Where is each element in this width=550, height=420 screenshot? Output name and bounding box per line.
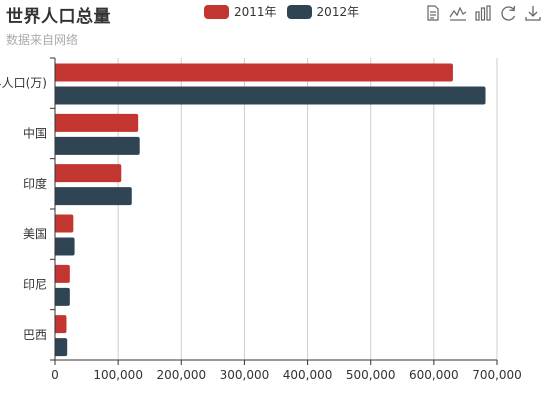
bar[interactable] <box>55 136 140 155</box>
legend-label-2012: 2012年 <box>316 5 360 19</box>
y-tick-label: 中国 <box>23 126 47 141</box>
bar[interactable] <box>55 63 453 82</box>
save-image-icon[interactable] <box>524 4 542 22</box>
x-tick-label: 200,000 <box>156 368 206 382</box>
bar-chart-icon[interactable] <box>474 4 492 22</box>
y-tick-label: 印尼 <box>23 278 47 292</box>
line-chart-icon[interactable] <box>449 4 467 22</box>
bar[interactable] <box>55 214 74 233</box>
bar[interactable] <box>55 164 122 183</box>
bar[interactable] <box>55 315 67 334</box>
x-tick-label: 300,000 <box>220 368 270 382</box>
legend-swatch-2012 <box>286 4 312 19</box>
bar[interactable] <box>55 338 68 357</box>
y-tick-label: 巴西 <box>23 328 47 342</box>
bar[interactable] <box>55 113 139 132</box>
x-tick-label: 500,000 <box>346 368 396 382</box>
x-tick-label: 600,000 <box>409 368 459 382</box>
bar[interactable] <box>55 287 70 306</box>
chart-title: 世界人口总量 <box>6 7 111 27</box>
chart-subtitle: 数据来自网络 <box>6 33 79 47</box>
legend-swatch-2011 <box>204 4 229 19</box>
legend-item-2012[interactable]: 2012年 <box>286 3 360 20</box>
legend-item-2011[interactable]: 2011年 <box>204 3 277 20</box>
y-tick-label: 世界人口(万) <box>0 76 47 90</box>
restore-icon[interactable] <box>499 4 517 22</box>
bar[interactable] <box>55 187 132 206</box>
bar[interactable] <box>55 86 486 105</box>
bar[interactable] <box>55 264 70 283</box>
toolbox <box>424 4 542 22</box>
x-tick-label: 0 <box>51 368 59 382</box>
x-tick-label: 400,000 <box>283 368 333 382</box>
data-view-icon[interactable] <box>424 4 442 22</box>
x-tick-label: 700,000 <box>472 368 522 382</box>
y-tick-label: 美国 <box>23 227 47 241</box>
bar[interactable] <box>55 237 75 256</box>
legend-label-2011: 2011年 <box>234 5 277 19</box>
x-tick-label: 100,000 <box>93 368 143 382</box>
y-tick-label: 印度 <box>23 176 47 191</box>
legend: 2011年 2012年 <box>204 3 359 20</box>
